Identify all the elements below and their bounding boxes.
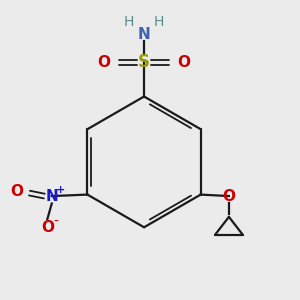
- Text: O: O: [222, 189, 236, 204]
- Text: S: S: [138, 53, 150, 71]
- Text: H: H: [154, 15, 164, 29]
- Text: O: O: [98, 55, 110, 70]
- Text: +: +: [56, 184, 65, 194]
- Text: H: H: [124, 15, 134, 29]
- Text: -: -: [54, 215, 59, 229]
- Text: O: O: [41, 220, 54, 235]
- Text: O: O: [11, 184, 23, 199]
- Text: N: N: [45, 189, 58, 204]
- Text: O: O: [178, 55, 191, 70]
- Text: N: N: [138, 27, 150, 42]
